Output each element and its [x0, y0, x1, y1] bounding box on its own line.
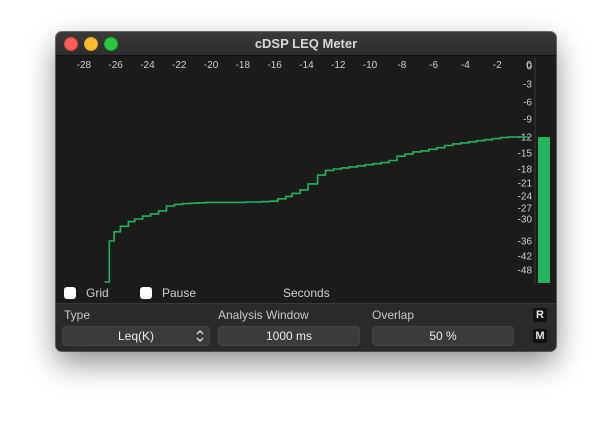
type-label: Type: [64, 308, 91, 322]
grid-checkbox[interactable]: [64, 287, 76, 299]
y-tick-label: -24: [518, 192, 533, 203]
type-select-value: Leq(K): [117, 329, 155, 343]
x-axis-label: Seconds: [283, 286, 330, 300]
up-down-chevron-icon: [196, 330, 204, 342]
x-tick-label: -24: [140, 60, 155, 71]
settings-panel: Type Leq(K) Analysis Window 1000 ms Over…: [56, 303, 556, 351]
window-title: cDSP LEQ Meter: [254, 36, 358, 51]
x-tick-label: -10: [363, 60, 378, 71]
y-tick-label: -27: [518, 204, 533, 215]
analysis-window-label: Analysis Window: [218, 308, 309, 322]
x-tick-label: -14: [299, 60, 314, 71]
level-meter-bar: [538, 137, 550, 283]
y-tick-label: -9: [523, 115, 532, 126]
x-tick-label: -6: [429, 60, 438, 71]
x-tick-label: -4: [461, 60, 470, 71]
x-tick-label: -20: [204, 60, 219, 71]
x-tick-label: -22: [172, 60, 187, 71]
x-tick-label: -18: [236, 60, 251, 71]
mode-button[interactable]: M: [533, 329, 547, 343]
title-bar: cDSP LEQ Meter: [56, 32, 556, 56]
y-tick-label: -30: [518, 215, 533, 226]
close-window-button[interactable]: [64, 37, 78, 51]
x-tick-label: -16: [267, 60, 282, 71]
pause-checkbox[interactable]: [140, 287, 152, 299]
y-tick-label: -6: [523, 98, 532, 109]
y-tick-label: -42: [518, 252, 533, 263]
x-tick-label: -8: [397, 60, 406, 71]
x-tick-label: 0: [526, 60, 532, 71]
type-select[interactable]: Leq(K): [62, 326, 210, 346]
plot-controls: Grid Pause Seconds: [56, 285, 556, 303]
reset-button[interactable]: R: [533, 308, 547, 322]
leq-series-line: [104, 136, 529, 283]
y-tick-label: -36: [518, 237, 533, 248]
y-tick-label: 0: [526, 62, 532, 73]
minimize-window-button[interactable]: [84, 37, 98, 51]
overlap-label: Overlap: [372, 308, 415, 322]
y-tick-label: -12: [518, 133, 533, 144]
overlap-field[interactable]: 50 %: [372, 326, 514, 346]
leq-meter-window: cDSP LEQ Meter -28 -26 -24 -22 -20 -18 -16 -14-…: [56, 32, 556, 351]
y-tick-label: -21: [518, 179, 533, 190]
leq-chart: -28 -26 -24 -22 -20 -18 -16 -14 -12 -10 -8 -6 -4 -2 00…: [77, 58, 550, 284]
x-tick-label: -12: [331, 60, 346, 71]
y-tick-label: -3: [523, 80, 532, 91]
leq-plot-area: -28 -26 -24 -22 -20 -18 -16 -14 -12 -10 -8 -6 -4 -2 0 0…: [56, 56, 556, 306]
y-tick-label: -48: [518, 266, 533, 277]
y-tick-label: -18: [518, 165, 533, 176]
grid-label: Grid: [86, 286, 109, 300]
x-tick-label: -26: [108, 60, 123, 71]
zoom-window-button[interactable]: [104, 37, 118, 51]
y-tick-label: -15: [518, 149, 533, 160]
pause-label: Pause: [162, 286, 197, 300]
analysis-window-field[interactable]: 1000 ms: [218, 326, 360, 346]
x-tick-label: -2: [493, 60, 502, 71]
x-tick-label: -28: [77, 60, 92, 71]
